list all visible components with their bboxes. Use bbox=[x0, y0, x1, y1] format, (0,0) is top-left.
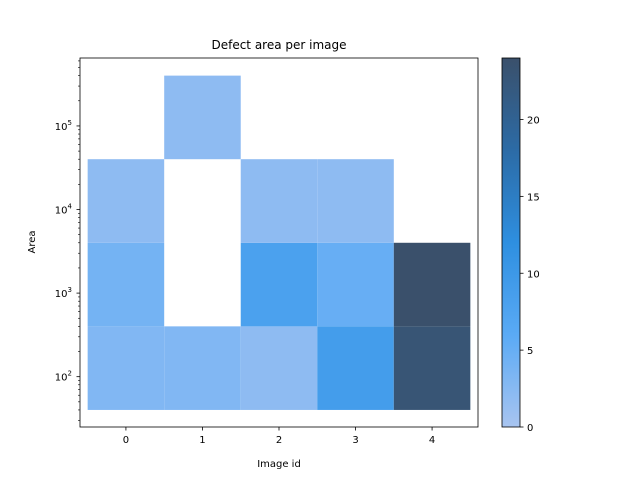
y-tick-label: 103 bbox=[55, 286, 72, 300]
x-tick-label: 3 bbox=[352, 435, 358, 446]
x-axis-ticks: 0 1 2 3 4 bbox=[123, 427, 435, 446]
colorbar bbox=[501, 57, 521, 428]
y-tick-label: 102 bbox=[55, 370, 72, 384]
heatmap-cell bbox=[164, 326, 241, 410]
colorbar-ticks: 0 5 10 15 20 bbox=[520, 116, 540, 434]
x-tick-label: 1 bbox=[199, 435, 205, 446]
colorbar-tick-label: 15 bbox=[527, 192, 540, 203]
y-tick-label: 104 bbox=[55, 203, 73, 217]
heatmap-cells bbox=[87, 75, 471, 410]
heatmap-cell bbox=[240, 159, 318, 243]
heatmap-cell bbox=[393, 326, 471, 410]
chart-title: Defect area per image bbox=[211, 38, 346, 52]
y-tick-label: 105 bbox=[55, 119, 72, 133]
heatmap-cell bbox=[164, 75, 241, 160]
y-axis-ticks: 102 103 104 105 bbox=[55, 60, 80, 421]
heatmap-cell bbox=[317, 159, 394, 243]
colorbar-tick-label: 20 bbox=[527, 116, 540, 127]
x-axis-label: Image id bbox=[257, 459, 301, 470]
heatmap-cell bbox=[240, 326, 318, 410]
x-tick-label: 4 bbox=[429, 435, 435, 446]
x-tick-label: 0 bbox=[123, 435, 129, 446]
colorbar-tick-label: 0 bbox=[527, 423, 533, 434]
heatmap-cell bbox=[87, 242, 165, 327]
colorbar-tick-label: 5 bbox=[527, 346, 533, 357]
heatmap-cell bbox=[317, 242, 394, 327]
heatmap-cell bbox=[393, 242, 471, 327]
heatmap-cell bbox=[317, 326, 394, 410]
colorbar-tick-label: 10 bbox=[527, 269, 540, 280]
y-axis-label: Area bbox=[27, 230, 38, 253]
heatmap-cell bbox=[87, 326, 165, 410]
heatmap-cell bbox=[240, 242, 318, 327]
x-tick-label: 2 bbox=[276, 435, 282, 446]
heatmap-cell bbox=[87, 159, 165, 243]
